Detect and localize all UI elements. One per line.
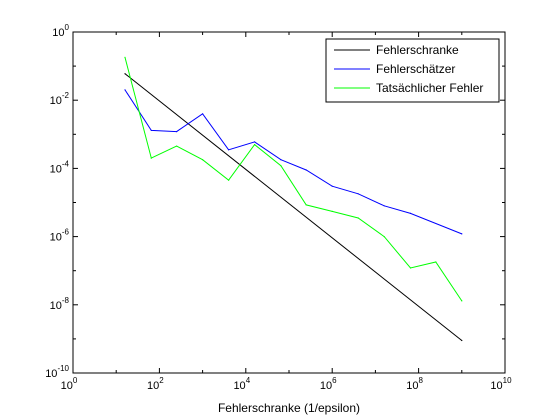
- series-2-point: [331, 185, 333, 187]
- series-2-point: [383, 205, 385, 207]
- series-2-point: [150, 129, 152, 131]
- y-tick-label: 10-2: [50, 91, 70, 107]
- legend-entry: Fehlerschätzer: [376, 62, 455, 76]
- series-3-point: [383, 236, 385, 238]
- series-2-point: [254, 141, 256, 143]
- series-2-point: [461, 233, 463, 235]
- series-3-point: [254, 144, 256, 146]
- x-tick-label: 100: [61, 376, 78, 392]
- x-tick-label: 102: [147, 376, 164, 392]
- series-3-point: [331, 210, 333, 212]
- ticks-layer: 100 102 104 106 108 1010 10-10 10-8 10-6 10-4 10-2…: [45, 23, 512, 392]
- x-tick-label: 108: [406, 376, 423, 392]
- series-2-point: [176, 131, 178, 133]
- x-tick-label: 1010: [490, 376, 512, 392]
- x-axis-label: Fehlerschranke (1/epsilon): [218, 401, 360, 415]
- x-tick-label: 106: [320, 376, 337, 392]
- series-3-point: [409, 267, 412, 269]
- series-2-point: [357, 193, 359, 195]
- series-line-3: [124, 57, 463, 302]
- series-3-point: [461, 300, 463, 302]
- series-3-point: [280, 165, 282, 167]
- series-layer: [124, 56, 463, 342]
- y-tick-label: 10-8: [50, 296, 70, 312]
- legend: Fehlerschranke Fehlerschätzer Tatsächliche…: [325, 38, 500, 103]
- series-3-point: [202, 159, 204, 161]
- series-2-point: [305, 169, 307, 171]
- y-tick-label: 10-6: [50, 228, 70, 244]
- series-3-point: [435, 261, 437, 263]
- legend-entry: Tatsächlicher Fehler: [376, 81, 483, 95]
- series-1-point: [124, 73, 126, 75]
- series-3-point: [176, 145, 178, 147]
- series-3-point: [124, 56, 126, 59]
- series-3-point: [150, 157, 152, 159]
- series-3-point: [228, 179, 230, 181]
- series-2-point: [280, 159, 282, 161]
- legend-entry: Fehlerschranke: [376, 43, 459, 57]
- x-tick-label: 104: [233, 376, 250, 392]
- series-2-point: [409, 212, 412, 214]
- series-1-point: [461, 339, 463, 342]
- y-tick-label: 100: [52, 23, 69, 39]
- series-2-point: [124, 89, 126, 91]
- y-tick-label: 10-10: [45, 364, 69, 380]
- series-3-point: [357, 217, 359, 219]
- series-2-point: [228, 149, 230, 151]
- series-line-1: [124, 73, 463, 341]
- series-3-point: [305, 204, 307, 206]
- y-tick-label: 10-4: [50, 159, 70, 175]
- series-2-point: [202, 113, 204, 115]
